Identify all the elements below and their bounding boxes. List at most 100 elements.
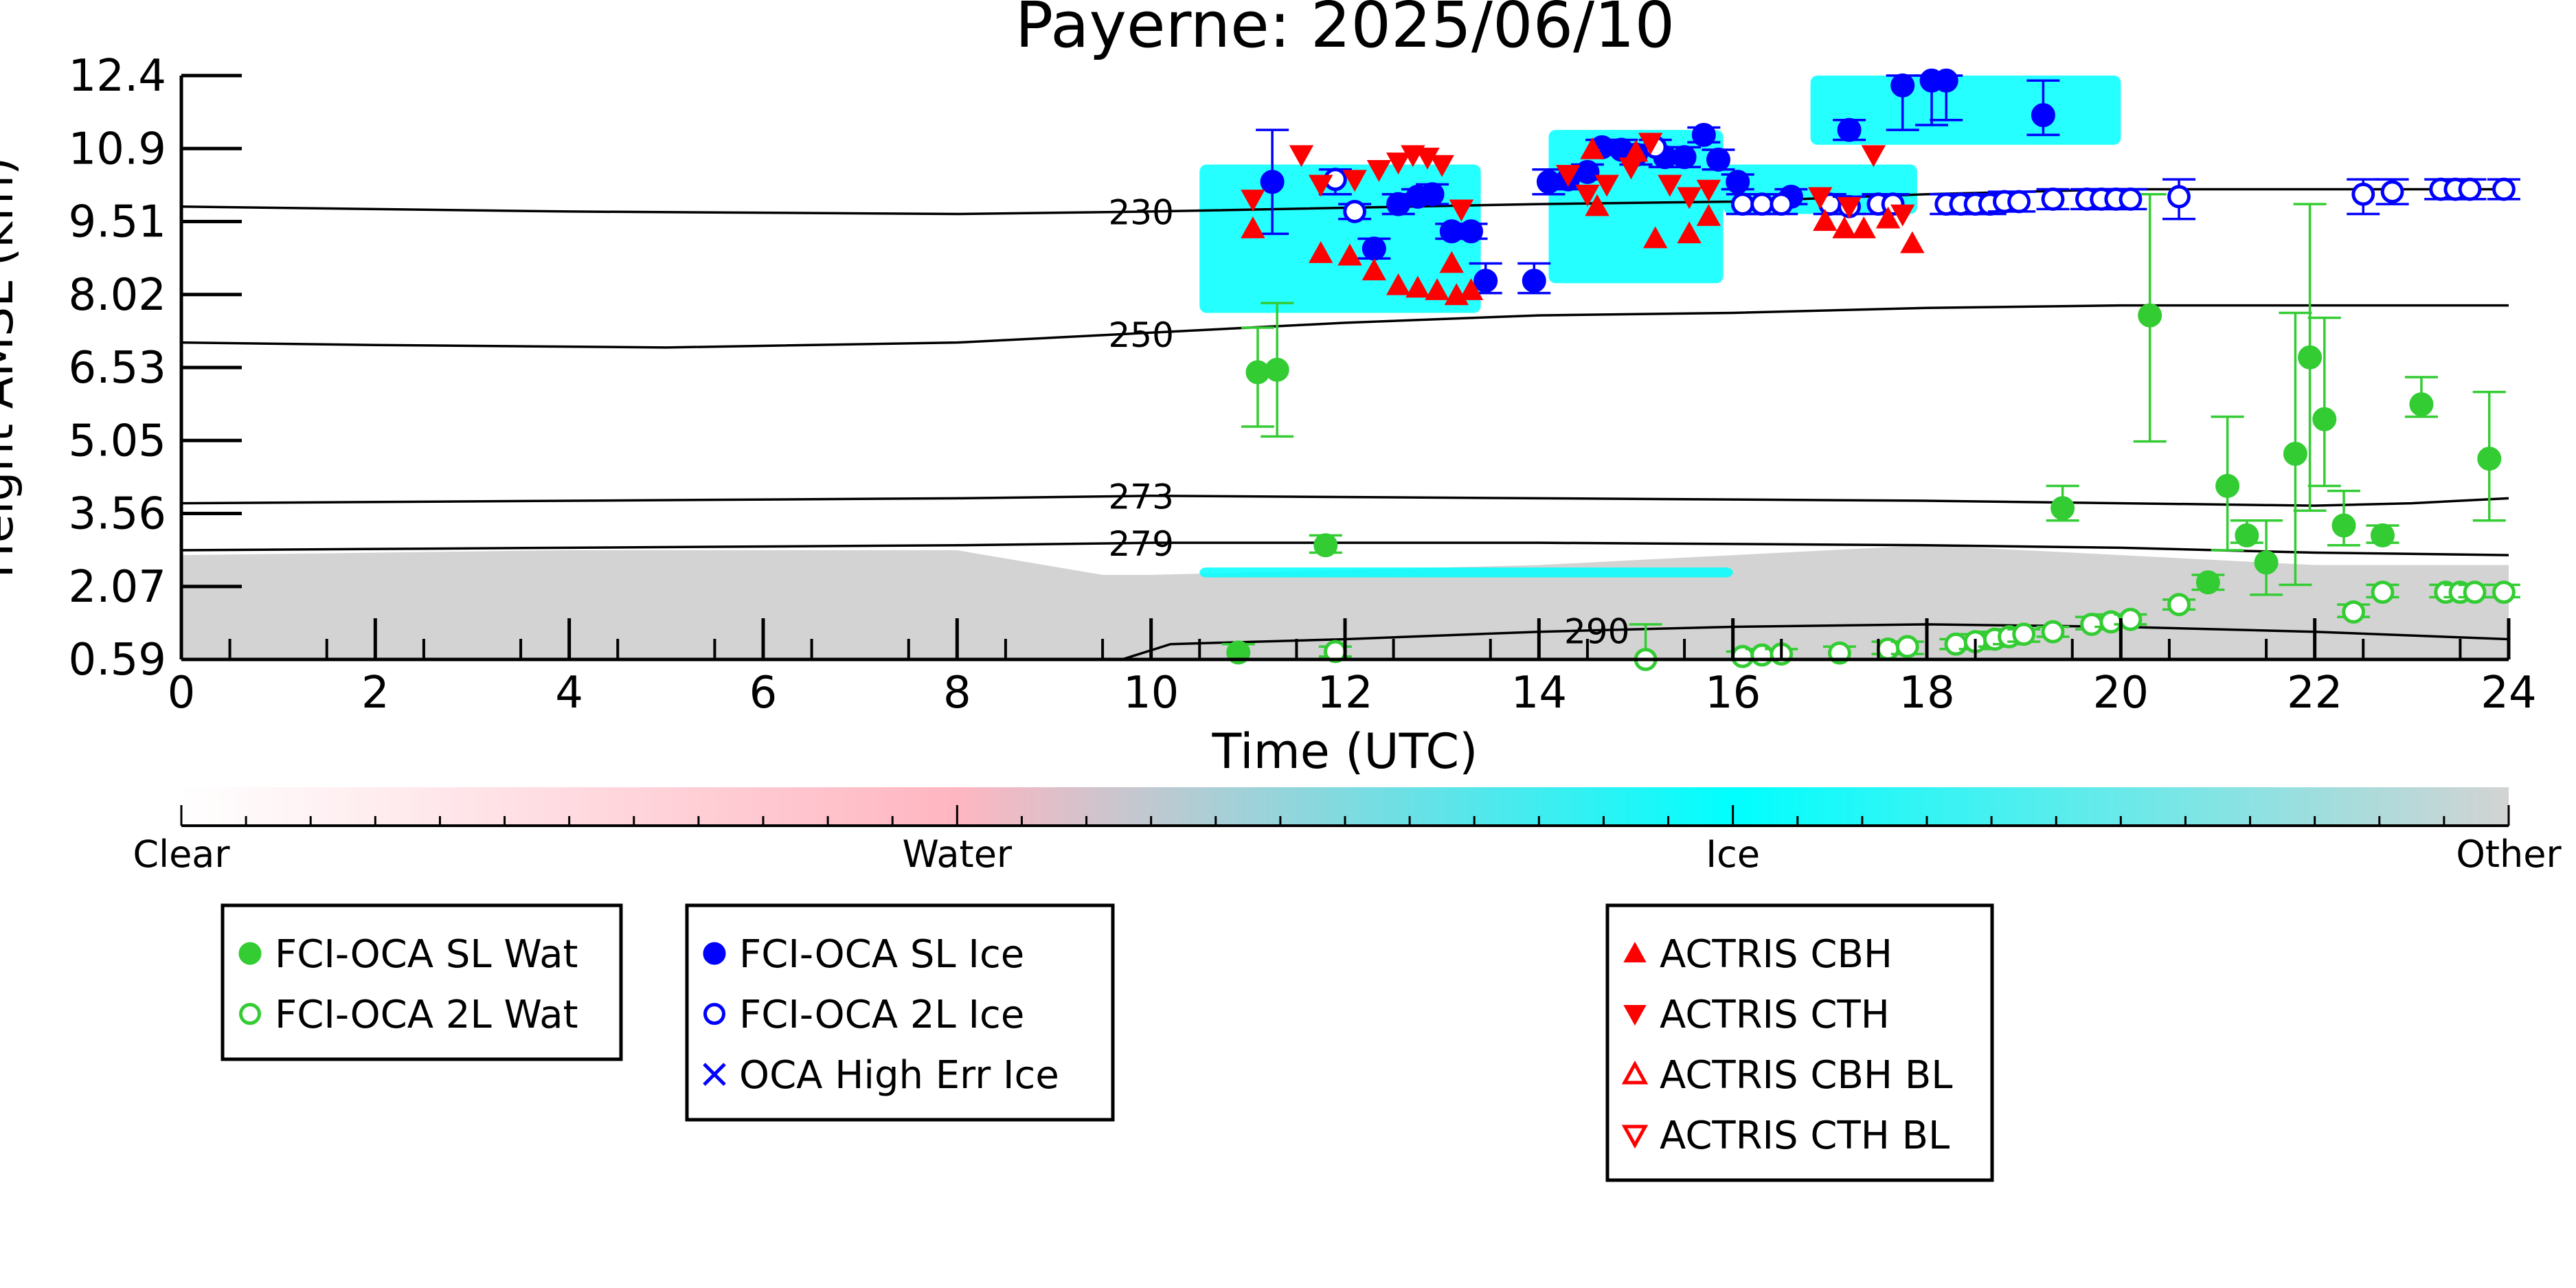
point-marker	[1726, 170, 1750, 194]
isotherm-273: 273	[181, 477, 2509, 517]
data-point	[1618, 157, 1644, 180]
point-marker	[2050, 496, 2075, 521]
data-point	[1241, 190, 1265, 212]
point-marker	[1575, 159, 1600, 184]
point-marker	[2167, 593, 2191, 617]
point-marker	[2409, 392, 2434, 417]
point-marker	[2167, 185, 2191, 209]
legend-box: FCI-OCA SL Wat FCI-OCA 2L Wat	[221, 903, 623, 1061]
legend-label: ACTRIS CBH	[1660, 932, 1893, 977]
point-marker	[2195, 570, 2220, 595]
data-point	[2366, 523, 2399, 547]
point-marker	[1677, 187, 1702, 210]
isotherm-label: 273	[1108, 477, 1173, 517]
point-marker	[1832, 216, 1857, 238]
y-tick-label: 6.53	[69, 343, 167, 394]
data-point	[1241, 216, 1265, 238]
x-tick-label: 2	[361, 668, 389, 719]
point-marker	[1449, 199, 1474, 222]
point-marker	[1260, 170, 1285, 194]
ice-cloud-region	[1199, 567, 1733, 578]
point-marker	[1522, 269, 1546, 293]
point-marker	[1621, 1060, 1649, 1085]
x-tick-label: 18	[1899, 668, 1954, 719]
point-marker	[2254, 550, 2279, 575]
data-point	[1677, 221, 1702, 244]
point-marker	[1623, 1005, 1647, 1026]
colorbar: Clear Water Ice Other	[133, 787, 2562, 876]
data-point	[2026, 79, 2060, 137]
point-marker	[1386, 152, 1411, 175]
legend-label: FCI-OCA 2L Wat	[275, 993, 578, 1037]
point-marker	[703, 942, 726, 965]
colorbar-label: Clear	[133, 833, 230, 876]
point-marker	[2463, 580, 2487, 605]
data-point	[2162, 593, 2196, 617]
x-tick-label: 20	[2093, 668, 2149, 719]
point-marker	[1241, 190, 1265, 212]
point-marker	[1580, 137, 1605, 159]
data-point	[2453, 177, 2487, 201]
point-marker	[2283, 442, 2307, 466]
isotherm-label: 230	[1108, 193, 1173, 233]
series-fci-oca-2l-ice	[1318, 135, 2520, 223]
data-point	[1851, 216, 1876, 238]
isotherm-line	[181, 304, 2509, 349]
legend-label: FCI-OCA SL Wat	[275, 932, 578, 977]
legend-entry: FCI-OCA SL Wat	[238, 932, 578, 977]
point-marker	[2119, 188, 2143, 211]
data-point	[2327, 489, 2361, 547]
data-point	[1833, 117, 1866, 142]
point-marker	[1289, 145, 1314, 168]
data-point	[1721, 170, 1754, 194]
x-tick-label: 12	[1317, 668, 1372, 719]
data-point	[1696, 204, 1721, 226]
point-marker	[1623, 941, 1647, 962]
point-marker	[1439, 251, 1464, 273]
x-tick-label: 22	[2287, 668, 2342, 719]
point-marker	[2492, 580, 2516, 605]
point-marker	[1430, 155, 1454, 177]
point-marker	[2041, 620, 2065, 644]
data-point	[1289, 145, 1314, 168]
data-point	[1580, 137, 1605, 159]
point-marker	[1691, 122, 1716, 147]
point-marker	[1585, 194, 1609, 216]
legend-entry: ACTRIS CTH	[1623, 993, 1890, 1037]
isotherm-230: 230	[181, 188, 2509, 233]
point-marker	[1706, 147, 1730, 172]
data-point	[1430, 155, 1454, 177]
legend-entry: FCI-OCA 2L Wat	[239, 993, 578, 1037]
data-point	[1337, 243, 1362, 266]
data-point	[2036, 188, 2070, 211]
x-tick-label: 4	[555, 668, 583, 719]
data-point	[1570, 159, 1604, 184]
legend-entry: ACTRIS CTH BL	[1621, 1114, 1950, 1158]
data-point	[1658, 174, 1682, 197]
data-point	[1890, 204, 1915, 227]
x-tick-label: 0	[168, 668, 196, 719]
data-point	[1638, 133, 1663, 155]
data-point	[2162, 178, 2196, 221]
data-point	[1900, 231, 1925, 253]
point-marker	[2331, 513, 2356, 538]
point-marker	[1890, 73, 1915, 98]
data-point	[1808, 187, 1833, 210]
data-point	[1469, 262, 1502, 295]
point-marker	[1420, 182, 1445, 207]
data-point	[1261, 302, 1294, 438]
point-marker	[1309, 174, 1333, 197]
point-marker	[1730, 192, 1754, 216]
data-point	[2250, 519, 2283, 596]
data-point	[1309, 241, 1333, 263]
data-point	[1837, 196, 1862, 219]
legend-box: FCI-OCA SL Ice FCI-OCA 2L Ice OCA High Err…	[685, 903, 1115, 1122]
point-marker	[1658, 174, 1682, 197]
point-marker	[703, 1003, 725, 1025]
point-marker	[1638, 133, 1663, 155]
data-point	[1585, 194, 1609, 216]
data-point	[2487, 580, 2520, 605]
point-marker	[1343, 200, 1367, 223]
data-point	[1677, 187, 1702, 210]
